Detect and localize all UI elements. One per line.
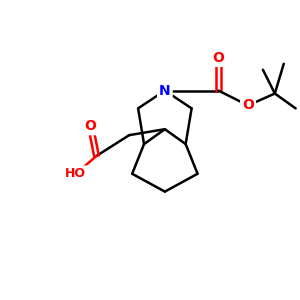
- Text: O: O: [212, 51, 224, 65]
- Text: HO: HO: [65, 167, 86, 180]
- Text: O: O: [85, 119, 97, 133]
- Text: N: N: [159, 84, 171, 98]
- Text: O: O: [242, 98, 254, 112]
